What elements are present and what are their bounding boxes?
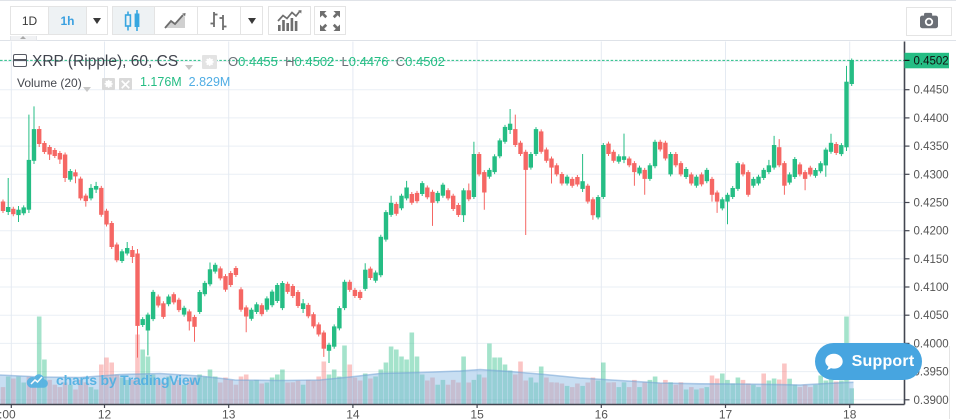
svg-text:13: 13 bbox=[222, 408, 236, 419]
svg-text:0.4050: 0.4050 bbox=[914, 310, 949, 322]
svg-text:0.4250: 0.4250 bbox=[914, 198, 949, 210]
svg-text:0.4000: 0.4000 bbox=[914, 338, 949, 350]
svg-text::00: :00 bbox=[0, 408, 16, 419]
svg-text:16: 16 bbox=[595, 408, 609, 419]
svg-text:12: 12 bbox=[98, 408, 112, 419]
svg-text:14: 14 bbox=[346, 408, 360, 419]
svg-text:18: 18 bbox=[843, 408, 857, 419]
svg-text:0.3950: 0.3950 bbox=[914, 367, 949, 379]
svg-text:0.4502: 0.4502 bbox=[914, 55, 949, 67]
svg-text:0.4300: 0.4300 bbox=[914, 169, 949, 181]
svg-text:0.4450: 0.4450 bbox=[914, 85, 949, 97]
svg-text:0.4100: 0.4100 bbox=[914, 282, 949, 294]
svg-text:0.4200: 0.4200 bbox=[914, 226, 949, 238]
svg-text:15: 15 bbox=[470, 408, 484, 419]
svg-text:0.3900: 0.3900 bbox=[914, 395, 949, 407]
svg-text:0.4150: 0.4150 bbox=[914, 254, 949, 266]
svg-text:0.4400: 0.4400 bbox=[914, 113, 949, 125]
svg-text:0.4350: 0.4350 bbox=[914, 141, 949, 153]
svg-text:17: 17 bbox=[719, 408, 733, 419]
